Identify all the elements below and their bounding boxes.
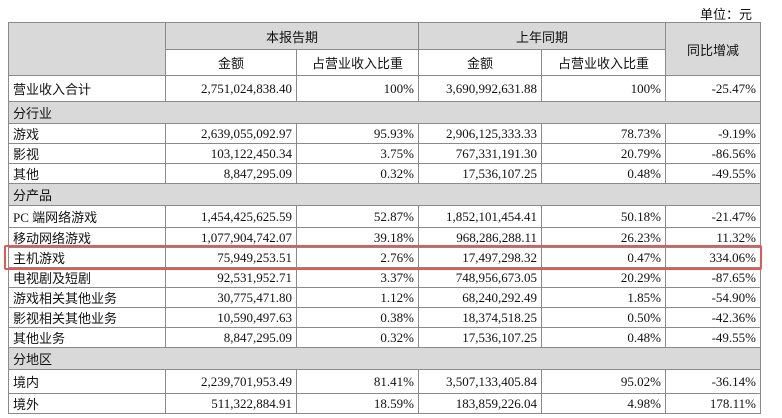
cell: 95.93% <box>296 123 419 144</box>
header-group: 上年同期 <box>418 22 666 50</box>
cell: -42.36% <box>665 307 761 328</box>
header-column: 金额 <box>165 49 297 76</box>
cell: -49.55% <box>665 163 761 184</box>
cell: 30,775,471.80 <box>165 287 297 308</box>
cell: 0.32% <box>296 327 419 348</box>
cell: 18,374,518.25 <box>418 307 542 328</box>
cell: -9.19% <box>665 123 761 144</box>
cell: -54.90% <box>665 287 761 308</box>
cell: 2,639,055,092.97 <box>165 123 297 144</box>
cell: 2,239,701,953.49 <box>165 369 297 394</box>
cell: -36.14% <box>665 369 761 394</box>
cell: 17,536,107.25 <box>418 163 542 184</box>
cell: 18.59% <box>296 393 419 414</box>
cell: 81.41% <box>296 369 419 394</box>
cell: 0.38% <box>296 307 419 328</box>
cell: 748,956,673.05 <box>418 267 542 288</box>
cell: 1,852,101,454.41 <box>418 205 542 228</box>
cell: 8,847,295.09 <box>165 163 297 184</box>
row-label: 其他业务 <box>8 327 166 348</box>
cell: 68,240,292.49 <box>418 287 542 308</box>
cell: 0.50% <box>541 307 666 328</box>
header-group: 本报告期 <box>165 22 419 50</box>
row-label: 其他 <box>8 163 166 184</box>
row-label: 游戏相关其他业务 <box>8 287 166 308</box>
cell: 20.29% <box>541 267 666 288</box>
cell: 52.87% <box>296 205 419 228</box>
cell: 0.48% <box>541 327 666 348</box>
cell: 3.37% <box>296 267 419 288</box>
cell: 183,859,226.04 <box>418 393 542 414</box>
cell: 1,454,425,625.59 <box>165 205 297 228</box>
cell: -21.47% <box>665 205 761 228</box>
cell: 50.18% <box>541 205 666 228</box>
header-column: 占营业收入比重 <box>541 49 666 76</box>
cell: -25.47% <box>665 75 761 102</box>
cell: 3,507,133,405.84 <box>418 369 542 394</box>
cell: 100% <box>541 75 666 102</box>
section-row: 分行业 <box>8 101 761 124</box>
row-label: 游戏 <box>8 123 166 144</box>
row-label: 境外 <box>8 393 166 414</box>
cell: 100% <box>296 75 419 102</box>
unit: 单位：元 <box>699 7 752 22</box>
cell: 95.02% <box>541 369 666 394</box>
cell: 20.79% <box>541 143 666 164</box>
cell: 2,751,024,838.40 <box>165 75 297 102</box>
header-column: 金额 <box>418 49 542 76</box>
cell: 78.73% <box>541 123 666 144</box>
cell: 103,122,450.34 <box>165 143 297 164</box>
cell: 178.11% <box>665 393 761 414</box>
cell: 4.98% <box>541 393 666 414</box>
cell: 1.85% <box>541 287 666 308</box>
cell: 3,690,992,631.88 <box>418 75 542 102</box>
row-label: 营业收入合计 <box>8 75 166 102</box>
row-label: 电视剧及短剧 <box>8 267 166 288</box>
cell: 0.48% <box>541 163 666 184</box>
cell: 1.12% <box>296 287 419 308</box>
section-row: 分地区 <box>8 347 761 370</box>
cell: -86.56% <box>665 143 761 164</box>
cell: 3.75% <box>296 143 419 164</box>
row-label: 影视相关其他业务 <box>8 307 166 328</box>
row-label: 影视 <box>8 143 166 164</box>
header-blank <box>8 22 166 76</box>
cell: 0.32% <box>296 163 419 184</box>
cell: 92,531,952.71 <box>165 267 297 288</box>
cell: -49.55% <box>665 327 761 348</box>
section-row: 分产品 <box>8 183 761 206</box>
cell: 2,906,125,333.33 <box>418 123 542 144</box>
highlight-box <box>4 245 762 270</box>
row-label: PC 端网络游戏 <box>8 205 166 228</box>
header-column: 占营业收入比重 <box>296 49 419 76</box>
cell: -87.65% <box>665 267 761 288</box>
cell: 511,322,884.91 <box>165 393 297 414</box>
cell: 8,847,295.09 <box>165 327 297 348</box>
cell: 10,590,497.63 <box>165 307 297 328</box>
cell: 17,536,107.25 <box>418 327 542 348</box>
header-yoy: 同比增减 <box>665 22 761 76</box>
cell: 767,331,191.30 <box>418 143 542 164</box>
row-label: 境内 <box>8 369 166 394</box>
